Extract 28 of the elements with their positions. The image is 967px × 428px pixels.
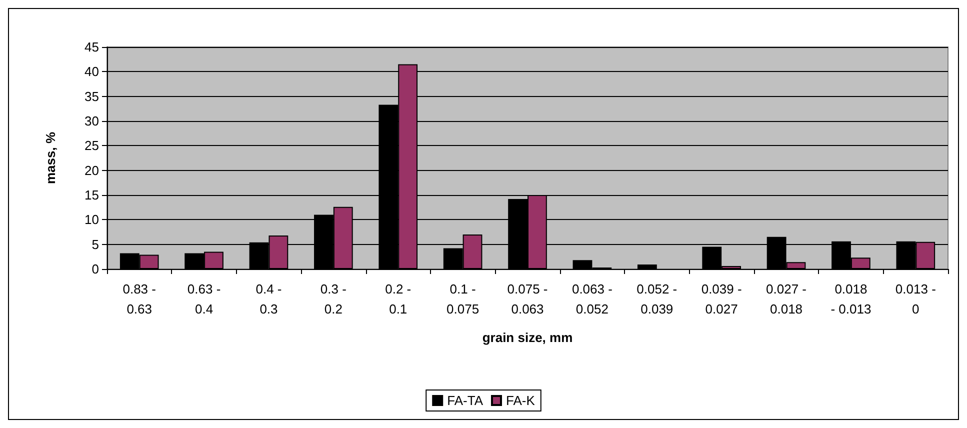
legend-label: FA-K [506, 393, 536, 408]
x-tick-label: 0.027 - 0.018 [766, 282, 807, 316]
y-tick-label: 25 [84, 138, 99, 154]
x-tick-label: 0.3 - 0.2 [320, 282, 346, 316]
x-tick-label: 0.83 - 0.63 [122, 282, 156, 316]
y-tick-label: 5 [92, 236, 99, 252]
y-tick-label: 40 [84, 64, 99, 80]
x-tick-label: 0.63 - 0.4 [187, 282, 221, 316]
x-tick-label: 0.018 - 0.013 [830, 282, 872, 316]
x-tick-label: 0.063 - 0.052 [572, 282, 612, 316]
y-tick-label: 10 [84, 212, 99, 228]
y-tick-label: 0 [92, 262, 99, 276]
y-tick-label: 35 [84, 88, 99, 104]
y-axis-title: mass, % [43, 132, 58, 184]
x-tick-label: 0.2 - 0.1 [385, 282, 412, 316]
x-tick-label: 0.1 - 0.075 [446, 282, 480, 316]
legend-label: FA-TA [447, 393, 484, 408]
x-tick-label: 0.052 - 0.039 [636, 282, 678, 316]
y-tick-label: 20 [84, 162, 99, 178]
y-tick-label: 45 [84, 40, 99, 54]
x-tick-label: 0.075 - 0.063 [507, 282, 548, 316]
y-tick-label: 30 [84, 114, 99, 128]
bar [637, 264, 657, 269]
x-tick-label: 0.013 - 0 [895, 282, 936, 316]
x-axis-title: grain size, mm [482, 330, 573, 345]
y-tick-label: 15 [84, 188, 99, 202]
x-tick-label: 0.039 - 0.027 [701, 282, 742, 316]
x-tick-label: 0.4 - 0.3 [256, 282, 282, 316]
